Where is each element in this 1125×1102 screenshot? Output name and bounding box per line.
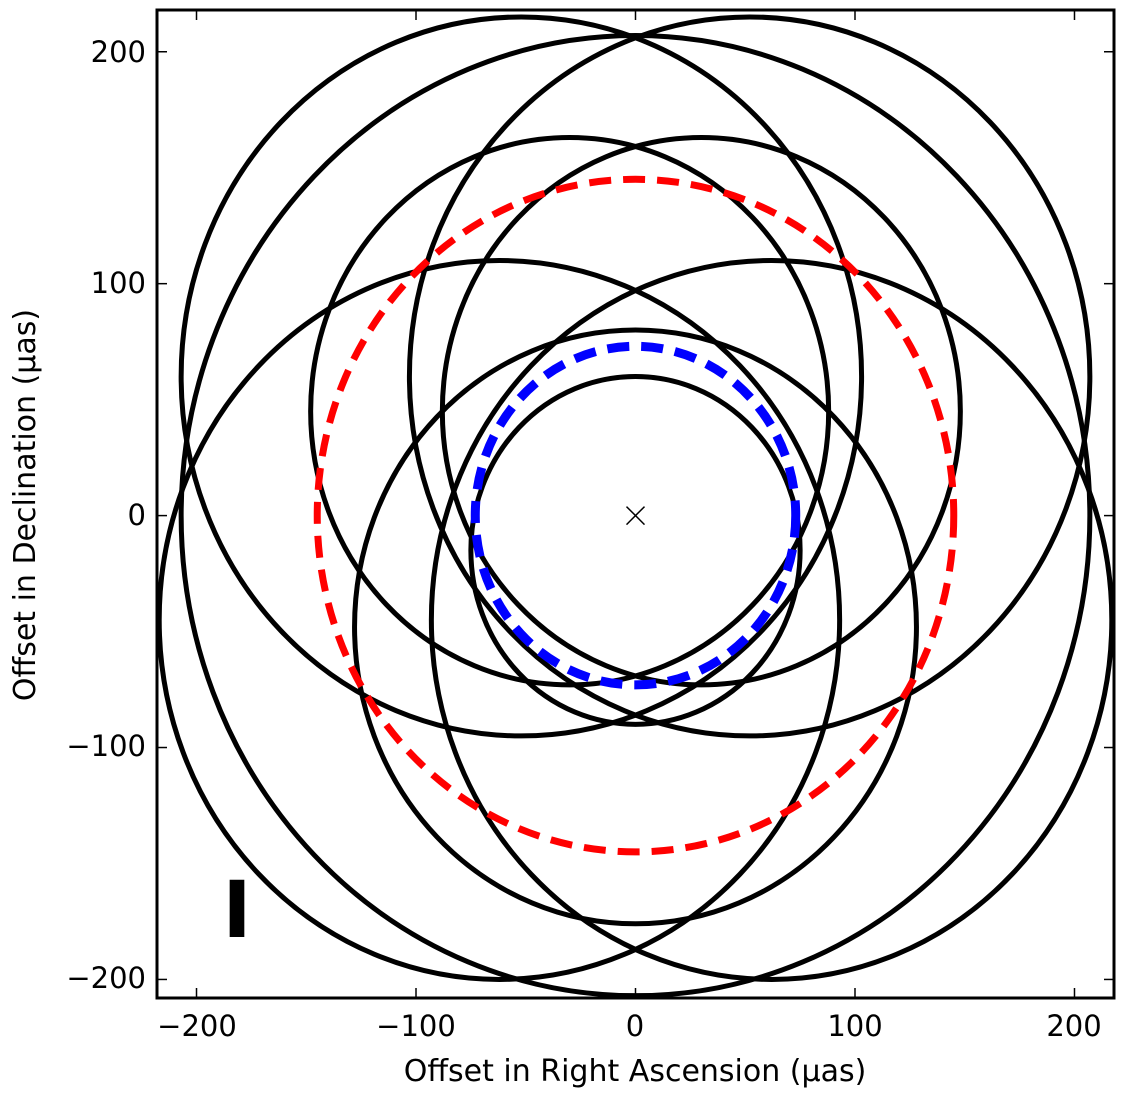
y-axis-label: Offset in Declination (μas) xyxy=(8,309,43,701)
red-dashed-circle xyxy=(313,175,958,856)
black-circle-8 xyxy=(468,373,803,727)
black-circle-5 xyxy=(308,135,832,688)
plot-circles xyxy=(157,14,1114,998)
black-circle-1 xyxy=(178,14,865,739)
x-tick-label-4: 200 xyxy=(1046,1009,1101,1043)
black-circle-4 xyxy=(428,258,1114,982)
center-marker xyxy=(625,506,646,526)
y-tick-label-3: 100 xyxy=(91,266,146,300)
x-tick-label-1: −100 xyxy=(376,1009,456,1043)
black-circle-3 xyxy=(157,258,843,982)
x-tick-label-2: 0 xyxy=(626,1009,644,1043)
y-tick-label-0: −200 xyxy=(66,961,146,995)
black-circle-6 xyxy=(439,135,963,688)
x-tick-label-3: 100 xyxy=(827,1009,882,1043)
x-tick-label-0: −200 xyxy=(157,1009,237,1043)
y-tick-label-2: 0 xyxy=(128,498,146,532)
axis-ticks xyxy=(157,10,1114,998)
black-circle-2 xyxy=(406,14,1093,739)
y-tick-label-4: 200 xyxy=(91,35,146,69)
x-axis-label: Offset in Right Ascension (μas) xyxy=(404,1054,867,1089)
panel-label: I xyxy=(222,866,251,956)
blue-dashed-circle xyxy=(470,341,801,690)
center-marker-stroke-1 xyxy=(625,506,646,526)
black-circle-7 xyxy=(352,327,919,927)
y-tick-label-1: −100 xyxy=(66,729,146,763)
